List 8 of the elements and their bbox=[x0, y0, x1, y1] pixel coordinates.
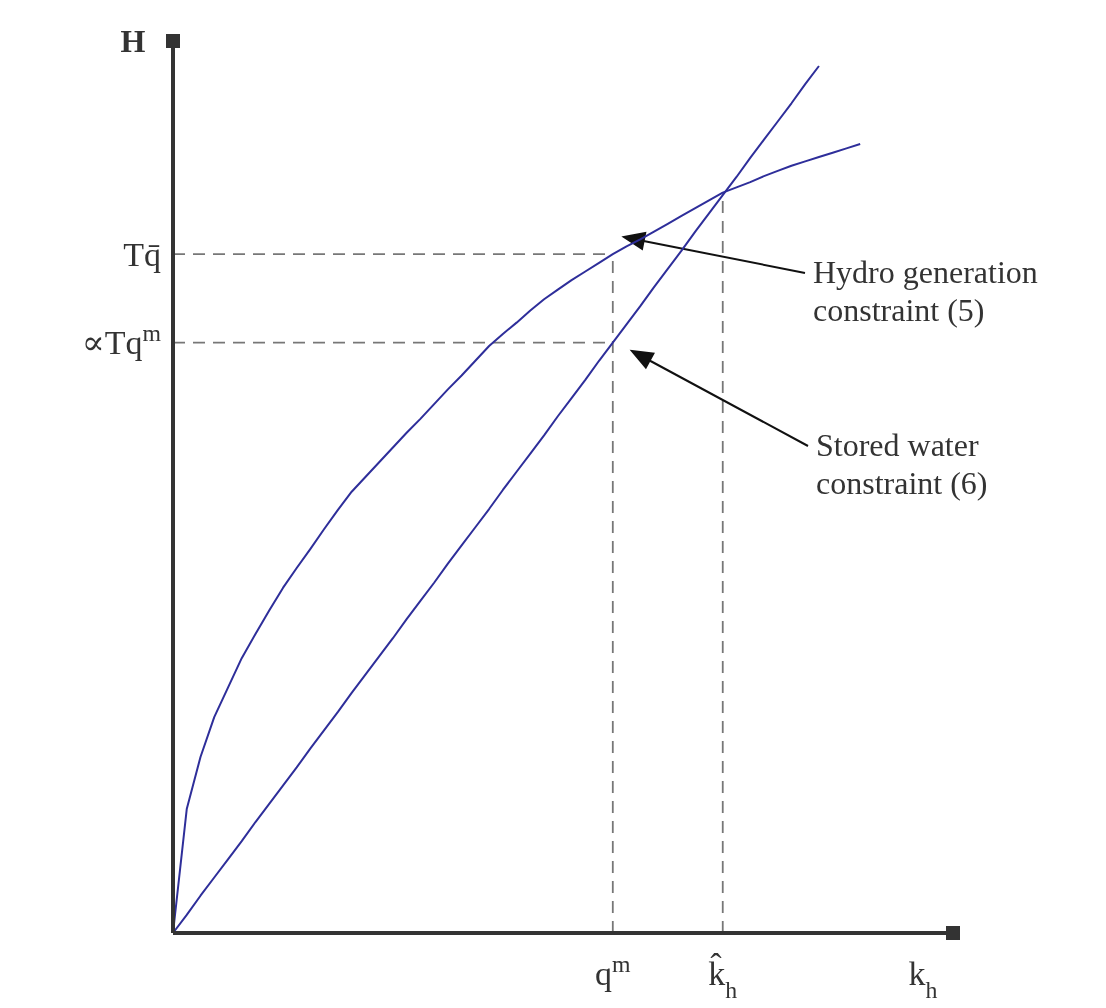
x-tick-label: k̂$_{h}$ bbox=[708, 953, 738, 1003]
ref-line-label: ∝Tq$^{m}$ bbox=[81, 320, 162, 362]
y-axis-title: H bbox=[120, 23, 146, 59]
ref-line-label: Tq̄ bbox=[123, 236, 161, 274]
annotation: Hydro generation constraint (5) bbox=[813, 254, 1038, 328]
x-axis-title: k$_{h}$ bbox=[908, 955, 938, 1003]
x-tick-label: q$^{m}$ bbox=[595, 951, 632, 992]
annotation: Stored water constraint (6) bbox=[816, 427, 988, 501]
